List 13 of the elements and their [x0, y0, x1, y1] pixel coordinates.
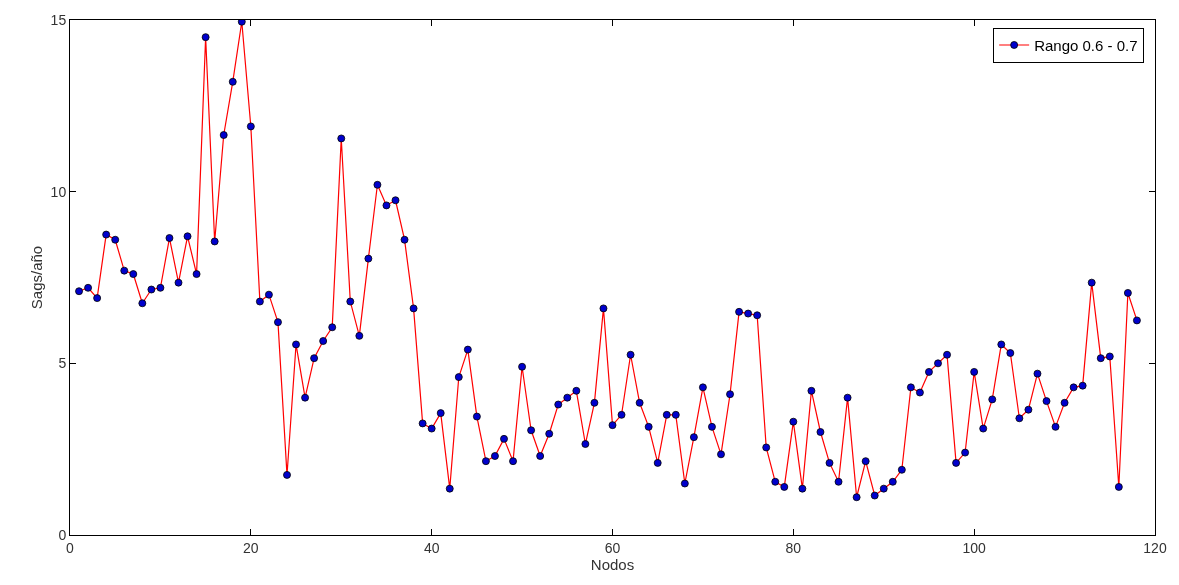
y-tick-label: 5	[58, 355, 67, 372]
x-tick-label: 120	[1143, 539, 1167, 556]
x-axis-title: Nodos	[590, 555, 635, 573]
y-tick-label: 15	[50, 11, 67, 28]
x-tick-label: 60	[604, 539, 621, 556]
y-axis-title: Sags/año	[27, 245, 45, 310]
x-tick-label: 40	[423, 539, 440, 556]
x-tick-label: 20	[243, 539, 259, 556]
x-tick-label: 80	[785, 539, 802, 556]
x-tick-label: 100	[962, 539, 987, 556]
y-tick-label: 0	[58, 526, 67, 543]
legend-label: Rango 0.6 - 0.7	[1034, 36, 1138, 54]
y-tick-label: 10	[50, 183, 67, 200]
